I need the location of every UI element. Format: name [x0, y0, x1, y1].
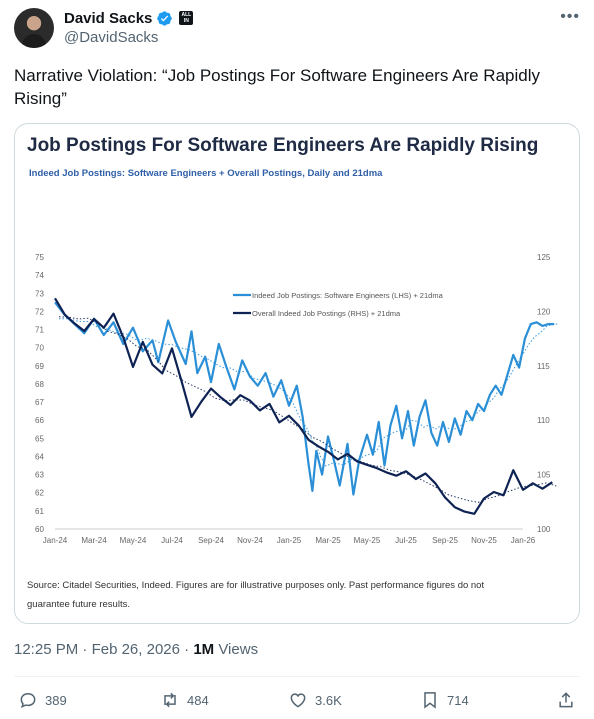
x-tick-label: Jul-25 — [395, 536, 417, 545]
y-right-tick-label: 115 — [537, 362, 550, 371]
y-left-tick-label: 74 — [35, 271, 44, 280]
reply-count: 389 — [45, 692, 67, 708]
y-right-tick-label: 100 — [537, 525, 551, 534]
name-row: David Sacks ALL IN — [64, 8, 194, 28]
views-label: Views — [218, 641, 259, 658]
y-left-tick-label: 66 — [35, 416, 44, 425]
legend-label-2: Overall Indeed Job Postings (RHS) + 21dm… — [252, 309, 401, 318]
meta-separator: · — [184, 641, 190, 658]
source-line-2: guarantee future results. — [27, 599, 130, 610]
x-tick-label: Jan-25 — [277, 536, 302, 545]
tweet-time[interactable]: 12:25 PM — [14, 641, 79, 658]
x-tick-label: Mar-25 — [315, 536, 341, 545]
chart-image-card[interactable]: Job Postings For Software Engineers Are … — [14, 123, 580, 624]
avatar[interactable] — [14, 8, 54, 48]
series-2-line — [54, 297, 553, 515]
divider — [14, 676, 580, 677]
repost-button[interactable]: 484 — [160, 688, 209, 712]
y-left-tick-label: 70 — [35, 344, 44, 353]
share-icon — [559, 692, 573, 708]
y-left-tick-label: 63 — [35, 471, 44, 480]
like-button[interactable]: 3.6K — [288, 688, 342, 712]
x-tick-label: Jan-26 — [511, 536, 536, 545]
tweet-header: David Sacks ALL IN @DavidSacks ••• — [14, 8, 580, 52]
y-left-tick-label: 61 — [35, 507, 44, 516]
x-tick-label: Sep-25 — [432, 536, 458, 545]
affiliate-badge[interactable]: ALL IN — [179, 11, 194, 25]
series-2-dma-line — [58, 316, 557, 503]
y-right-tick-label: 110 — [537, 416, 550, 425]
y-left-tick-label: 69 — [35, 362, 44, 371]
chart-title: Job Postings For Software Engineers Are … — [27, 135, 539, 156]
tweet-date[interactable]: Feb 26, 2026 — [91, 641, 180, 658]
line-chart: 60 61 62 63 64 65 66 67 68 69 70 71 72 73 74 75 100 105 11… — [35, 253, 559, 545]
chart-source: Source: Citadel Securities, Indeed. Figu… — [27, 576, 547, 614]
x-tick-label: Jul-24 — [161, 536, 183, 545]
more-icon[interactable]: ••• — [560, 8, 580, 25]
action-bar: 389 484 3.6K 714 — [14, 688, 580, 712]
author-name[interactable]: David Sacks — [64, 9, 153, 27]
x-tick-label: May-24 — [120, 536, 147, 545]
bookmark-button[interactable]: 714 — [420, 688, 469, 712]
y-right-tick-label: 120 — [537, 307, 551, 316]
repost-icon — [164, 692, 176, 708]
bookmark-icon — [424, 692, 436, 709]
share-button[interactable] — [556, 688, 576, 712]
bookmark-count: 714 — [447, 692, 469, 708]
y-left-tick-label: 65 — [35, 434, 44, 443]
y-left-tick-label: 62 — [35, 489, 44, 498]
chart-subtitle: Indeed Job Postings: Software Engineers … — [29, 168, 383, 179]
y-left-tick-label: 64 — [35, 452, 44, 461]
y-left-tick-label: 68 — [35, 380, 44, 389]
meta-separator: · — [82, 641, 88, 658]
tweet-text: Narrative Violation: “Job Postings For S… — [14, 66, 540, 108]
legend-label-1: Indeed Job Postings: Software Engineers … — [252, 291, 444, 300]
source-line-1: Source: Citadel Securities, Indeed. Figu… — [27, 580, 485, 591]
y-left-tick-label: 72 — [35, 307, 44, 316]
reply-icon — [20, 692, 36, 709]
y-left-tick-label: 75 — [35, 253, 44, 262]
y-right-tick-label: 105 — [537, 471, 551, 480]
x-tick-label: May-25 — [354, 536, 381, 545]
y-left-tick-label: 73 — [35, 289, 44, 298]
repost-count: 484 — [187, 692, 209, 708]
y-left-tick-label: 60 — [35, 525, 44, 534]
reply-button[interactable]: 389 — [18, 688, 67, 712]
series-1-line — [54, 301, 555, 496]
author-handle[interactable]: @DavidSacks — [64, 29, 159, 46]
like-count: 3.6K — [315, 692, 342, 708]
x-tick-label: Nov-25 — [471, 536, 497, 545]
tweet-meta: 12:25 PM · Feb 26, 2026 · 1M Views — [14, 641, 258, 658]
y-left-tick-label: 71 — [35, 326, 44, 335]
series-1-dma-line — [59, 318, 559, 467]
x-tick-label: Mar-24 — [81, 536, 107, 545]
views-count: 1M — [193, 641, 215, 658]
x-tick-label: Nov-24 — [237, 536, 263, 545]
y-left-tick-label: 67 — [35, 398, 44, 407]
like-icon — [290, 693, 306, 708]
verified-icon — [157, 10, 173, 26]
x-tick-label: Jan-24 — [43, 536, 68, 545]
y-right-tick-label: 125 — [537, 253, 551, 262]
x-tick-label: Sep-24 — [198, 536, 224, 545]
